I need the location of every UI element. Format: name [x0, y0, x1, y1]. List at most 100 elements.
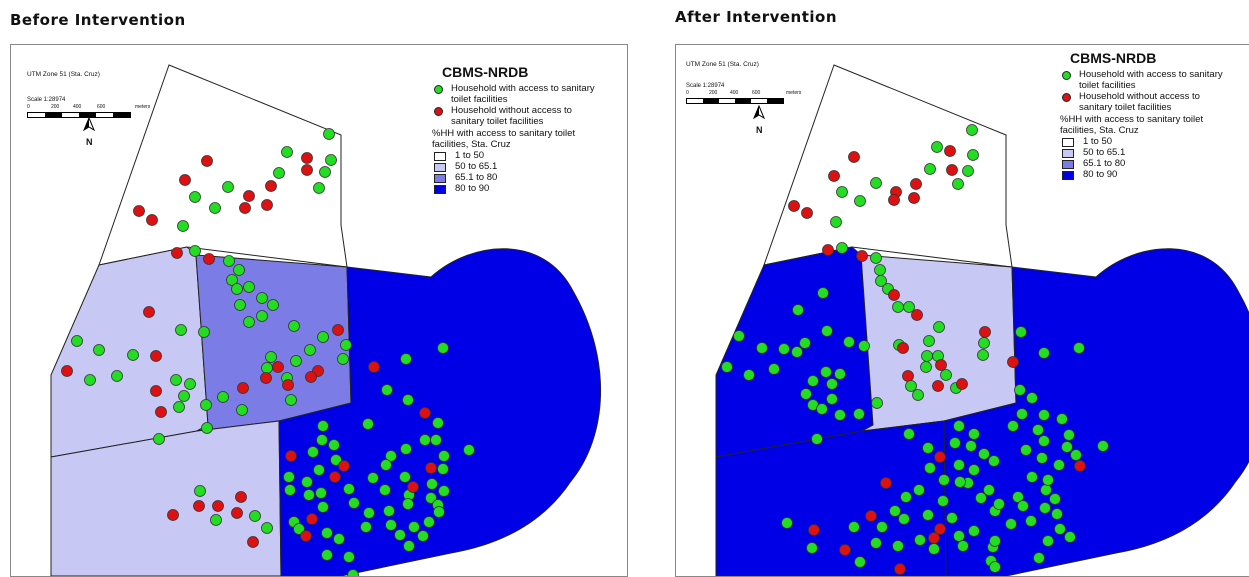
legend-label: Household with access to sanitary toilet… — [451, 83, 595, 105]
household-without-access-marker — [300, 530, 312, 542]
legend-class-row: 80 to 90 — [1060, 169, 1240, 180]
legend-class-label: 65.1 to 80 — [1083, 158, 1126, 169]
zone-center — [195, 254, 352, 432]
household-without-access-marker — [247, 536, 259, 548]
household-with-access-marker — [360, 521, 372, 533]
household-with-access-marker — [768, 363, 780, 375]
household-without-access-marker — [788, 200, 800, 212]
household-without-access-marker — [894, 563, 906, 575]
household-with-access-marker — [874, 264, 886, 276]
household-with-access-marker — [1032, 424, 1044, 436]
household-with-access-marker — [921, 350, 933, 362]
household-with-access-marker — [811, 433, 823, 445]
choropleth-title: %HH with access to sanitary toilet facil… — [432, 128, 576, 150]
legend-row-with-access: Household with access to sanitary toilet… — [1060, 69, 1240, 91]
household-with-access-marker — [952, 178, 964, 190]
legend-class-label: 1 to 50 — [1083, 136, 1113, 147]
household-with-access-marker — [362, 418, 374, 430]
household-without-access-marker — [407, 481, 419, 493]
map-title: CBMS-NRDB — [1070, 50, 1157, 66]
household-without-access-marker — [143, 306, 155, 318]
household-with-access-marker — [330, 454, 342, 466]
household-with-access-marker — [189, 245, 201, 257]
household-with-access-marker — [261, 362, 273, 374]
household-with-access-marker — [1038, 435, 1050, 447]
household-with-access-marker — [399, 471, 411, 483]
household-with-access-marker — [408, 521, 420, 533]
household-with-access-marker — [1026, 392, 1038, 404]
household-with-access-marker — [858, 340, 870, 352]
household-with-access-marker — [198, 326, 210, 338]
household-with-access-marker — [284, 484, 296, 496]
household-without-access-marker — [368, 361, 380, 373]
household-with-access-marker — [222, 181, 234, 193]
scale-bar — [686, 98, 784, 104]
household-with-access-marker — [301, 476, 313, 488]
household-without-access-marker — [856, 250, 868, 262]
household-without-access-marker — [155, 406, 167, 418]
household-with-access-marker — [1039, 502, 1051, 514]
household-with-access-marker — [437, 463, 449, 475]
household-with-access-marker — [905, 380, 917, 392]
household-with-access-marker — [756, 342, 768, 354]
scale-bar — [27, 112, 131, 118]
household-without-access-marker — [231, 507, 243, 519]
legend: CBMS-NRDB Household with access to sanit… — [432, 65, 612, 194]
household-with-access-marker — [870, 537, 882, 549]
household-with-access-marker — [385, 450, 397, 462]
household-with-access-marker — [293, 523, 305, 535]
household-with-access-marker — [93, 344, 105, 356]
household-with-access-marker — [111, 370, 123, 382]
household-without-access-marker — [1007, 356, 1019, 368]
after-map-frame: UTM Zone 51 (Sta. Cruz) Scale 1:28974 0 … — [675, 44, 1249, 577]
household-with-access-marker — [953, 459, 965, 471]
household-with-access-marker — [983, 484, 995, 496]
household-with-access-marker — [1015, 326, 1027, 338]
household-with-access-marker — [800, 388, 812, 400]
household-without-access-marker — [425, 462, 437, 474]
household-with-access-marker — [170, 374, 182, 386]
class-swatch-icon — [434, 163, 446, 172]
household-without-access-marker — [801, 207, 813, 219]
household-with-access-marker — [1036, 452, 1048, 464]
household-with-access-marker — [978, 337, 990, 349]
household-with-access-marker — [400, 353, 412, 365]
before-map — [50, 64, 602, 576]
household-with-access-marker — [281, 146, 293, 158]
household-with-access-marker — [836, 242, 848, 254]
household-with-access-marker — [989, 535, 1001, 547]
household-with-access-marker — [965, 440, 977, 452]
household-without-access-marker — [150, 350, 162, 362]
household-without-access-marker — [265, 180, 277, 192]
household-with-access-marker — [792, 304, 804, 316]
household-without-access-marker — [272, 361, 284, 373]
household-without-access-marker — [167, 509, 179, 521]
household-with-access-marker — [317, 420, 329, 432]
household-with-access-marker — [806, 542, 818, 554]
household-with-access-marker — [957, 540, 969, 552]
household-with-access-marker — [1038, 409, 1050, 421]
legend-class-row: 1 to 50 — [432, 150, 612, 161]
household-with-access-marker — [953, 420, 965, 432]
household-without-access-marker — [910, 178, 922, 190]
household-without-access-marker — [934, 451, 946, 463]
household-with-access-marker — [1070, 449, 1082, 461]
household-without-access-marker — [928, 532, 940, 544]
household-with-access-marker — [968, 464, 980, 476]
scale-tick: 0 — [686, 90, 689, 96]
household-with-access-marker — [871, 397, 883, 409]
household-with-access-marker — [385, 519, 397, 531]
household-with-access-marker — [791, 346, 803, 358]
household-without-access-marker — [179, 174, 191, 186]
household-with-access-marker — [1064, 531, 1076, 543]
household-with-access-marker — [316, 434, 328, 446]
household-without-access-marker — [329, 471, 341, 483]
household-with-access-marker — [337, 353, 349, 365]
household-with-access-marker — [1005, 518, 1017, 530]
household-with-access-marker — [288, 320, 300, 332]
household-with-access-marker — [256, 310, 268, 322]
household-with-access-marker — [821, 325, 833, 337]
household-with-access-marker — [978, 448, 990, 460]
north-label: N — [86, 137, 93, 147]
household-without-access-marker — [902, 370, 914, 382]
